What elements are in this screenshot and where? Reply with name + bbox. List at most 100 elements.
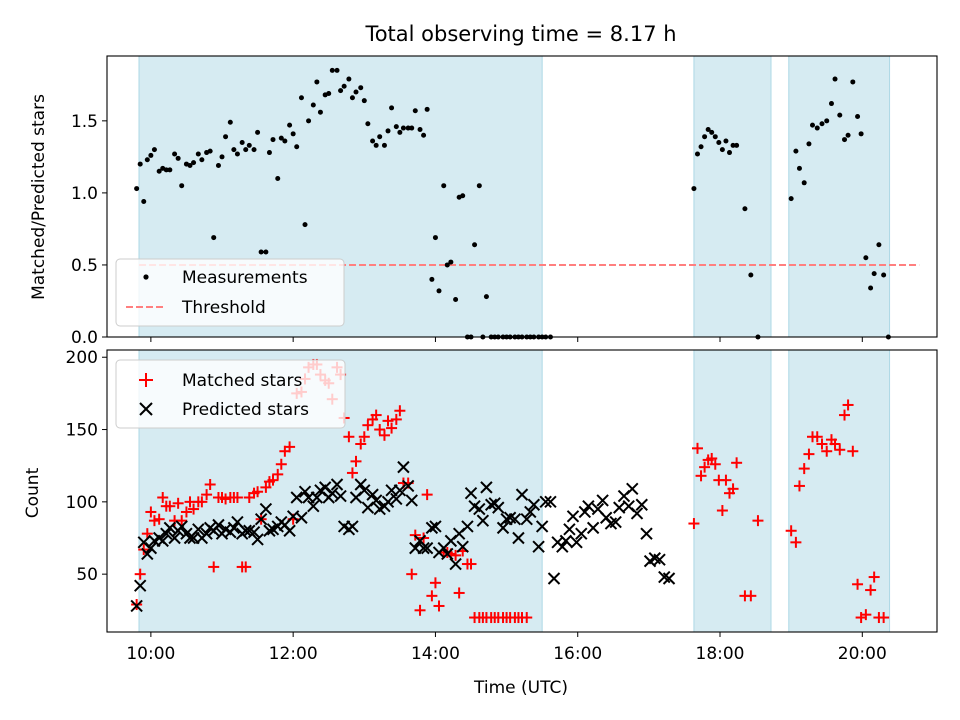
top-legend: Measurements Threshold bbox=[115, 258, 345, 327]
matched-star-point bbox=[790, 536, 802, 548]
measurement-point bbox=[814, 125, 820, 131]
predicted-star-point bbox=[596, 494, 609, 507]
bottom-y-tick-label: 50 bbox=[76, 565, 98, 585]
matched-star-point bbox=[164, 500, 176, 512]
predicted-star-point bbox=[307, 499, 320, 513]
legend-threshold-label: Threshold bbox=[181, 298, 266, 318]
measurement-point bbox=[381, 142, 387, 148]
measurement-point bbox=[417, 126, 423, 132]
predicted-star-point bbox=[251, 533, 264, 546]
matched-star-point bbox=[346, 467, 358, 479]
predicted-star-point bbox=[298, 485, 312, 498]
bottom-y-tick-label: 200 bbox=[66, 348, 98, 368]
predicted-star-point bbox=[310, 491, 324, 504]
bottom-legend: Matched stars Predicted stars bbox=[115, 359, 346, 429]
predicted-star-point bbox=[358, 484, 371, 497]
matched-star-point bbox=[839, 409, 851, 421]
measurement-point bbox=[349, 95, 355, 101]
matched-star-point bbox=[720, 474, 732, 486]
measurement-point bbox=[881, 272, 887, 278]
matched-star-point bbox=[378, 429, 390, 441]
bottom-y-ticks: 50 100 150 200 bbox=[66, 348, 107, 585]
measurement-point bbox=[796, 165, 802, 171]
measurement-point bbox=[266, 150, 272, 156]
predicted-star-point bbox=[559, 534, 573, 548]
bottom-x-ticks: 10:00 12:00 14:00 16:00 18:00 20:00 bbox=[126, 632, 887, 664]
measurement-point bbox=[287, 122, 293, 128]
predicted-star-point bbox=[653, 553, 666, 566]
measurement-point bbox=[698, 144, 704, 150]
predicted-star-point bbox=[547, 572, 561, 585]
matched-star-point bbox=[433, 600, 445, 612]
measurement-point bbox=[723, 138, 729, 144]
predicted-star-point bbox=[461, 520, 474, 533]
matched-star-point bbox=[275, 458, 287, 470]
predicted-star-point bbox=[420, 541, 434, 555]
predicted-star-point bbox=[144, 541, 158, 555]
matched-star-point bbox=[390, 413, 402, 425]
predicted-star-point bbox=[263, 524, 276, 537]
measurement-point bbox=[278, 135, 284, 141]
observing-window bbox=[693, 55, 772, 338]
measurement-point bbox=[730, 142, 736, 148]
measurement-point bbox=[151, 147, 157, 153]
matched-star-point bbox=[131, 599, 143, 611]
measurement-point bbox=[389, 105, 395, 111]
matched-star-point bbox=[691, 442, 703, 454]
predicted-star-point bbox=[544, 495, 557, 509]
x-tick-label: 10:00 bbox=[126, 644, 175, 664]
predicted-star-point bbox=[640, 527, 653, 540]
matched-star-point bbox=[821, 445, 833, 457]
legend-matched-marker bbox=[139, 373, 153, 387]
measurement-point bbox=[175, 155, 181, 161]
matched-star-point bbox=[188, 503, 200, 515]
x-tick-label: 16:00 bbox=[553, 644, 602, 664]
predicted-star-point bbox=[381, 495, 395, 509]
measurement-point bbox=[432, 235, 438, 241]
measurement-point bbox=[275, 175, 281, 181]
matched-star-point bbox=[180, 506, 192, 518]
measurement-point bbox=[234, 151, 240, 157]
measurement-point bbox=[393, 124, 399, 130]
measurement-point bbox=[141, 199, 147, 205]
measurement-point bbox=[424, 106, 430, 112]
measurement-point bbox=[306, 118, 312, 124]
measurement-point bbox=[243, 147, 249, 153]
matched-star-point bbox=[134, 568, 146, 580]
measurement-point bbox=[148, 152, 154, 158]
matched-star-point bbox=[865, 584, 877, 596]
measurement-point bbox=[850, 79, 856, 85]
measurement-point bbox=[223, 134, 229, 140]
measurement-point bbox=[871, 271, 877, 277]
predicted-star-point bbox=[662, 572, 676, 585]
predicted-star-point bbox=[227, 521, 241, 535]
measurement-point bbox=[727, 150, 732, 156]
predicted-star-point bbox=[441, 547, 454, 561]
measurement-point bbox=[134, 186, 140, 192]
measurement-point bbox=[837, 112, 843, 118]
measurement-point bbox=[227, 119, 233, 125]
predicted-star-point bbox=[290, 491, 303, 504]
measurement-point bbox=[748, 272, 754, 278]
measurement-point bbox=[429, 276, 435, 282]
bottom-y-tick-label: 100 bbox=[66, 493, 98, 513]
measurement-point bbox=[207, 148, 213, 154]
matched-star-point bbox=[699, 461, 711, 473]
predicted-star-point bbox=[397, 460, 410, 474]
predicted-star-point bbox=[417, 541, 430, 555]
measurement-point bbox=[326, 90, 332, 96]
measurement-point bbox=[400, 125, 406, 131]
measurement-point bbox=[294, 144, 300, 150]
bottom-legend-box bbox=[115, 359, 346, 429]
legend-predicted-label: Predicted stars bbox=[182, 400, 309, 420]
measurement-point bbox=[845, 132, 851, 138]
measurement-point bbox=[365, 121, 371, 127]
measurement-point bbox=[828, 101, 834, 107]
measurement-point bbox=[314, 79, 320, 85]
top-y-tick-label: 0.0 bbox=[71, 328, 98, 348]
predicted-star-point bbox=[532, 540, 545, 553]
predicted-star-point bbox=[630, 507, 644, 520]
matched-star-point bbox=[429, 577, 441, 589]
measurement-point bbox=[199, 157, 205, 163]
matched-star-point bbox=[284, 441, 296, 453]
